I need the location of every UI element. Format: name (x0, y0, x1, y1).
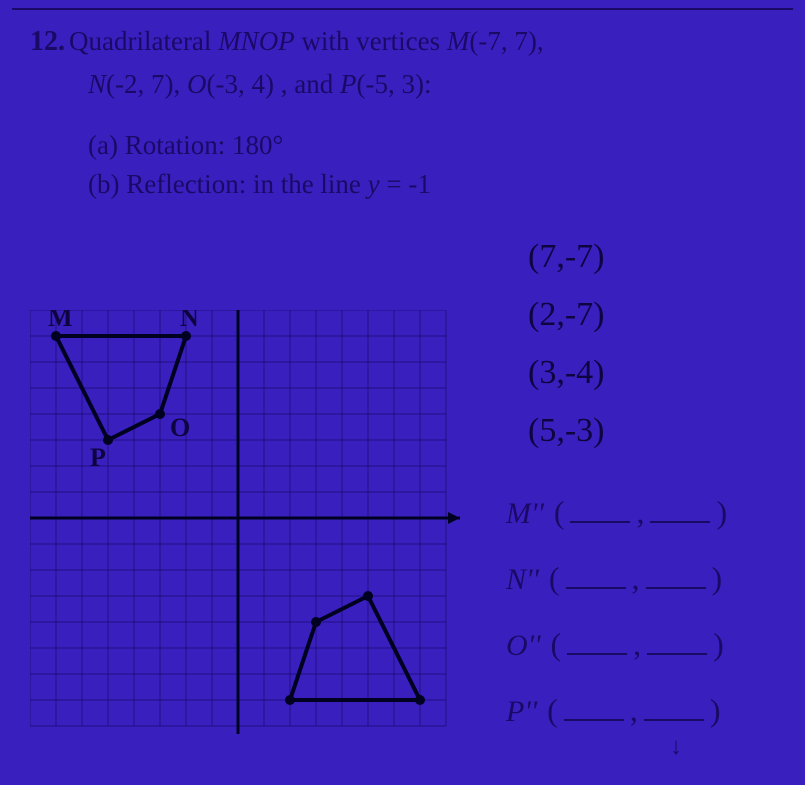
vertex-o-coords: (-3, 4) , and (207, 69, 340, 99)
problem-line2: N(-2, 7), O(-3, 4) , and P(-5, 3): (88, 65, 785, 104)
blank-o-x (567, 633, 627, 655)
part-b-y: y (368, 169, 380, 199)
vertex-o-label: O (187, 69, 207, 99)
answer-row-p: P'' ( , ) (506, 692, 720, 729)
blank-p-x (564, 699, 624, 721)
handwritten-answer-4: (5,-3) (528, 412, 604, 450)
arrow-down-icon: ↓ (670, 734, 682, 761)
svg-text:N: N (180, 310, 199, 332)
paren-open: ( (549, 560, 560, 597)
paren-open: ( (554, 494, 565, 531)
part-b: (b) Reflection: in the line y = -1 (88, 165, 785, 204)
blank-m-x (570, 501, 630, 523)
handwritten-answer-3: (3,-4) (528, 354, 604, 392)
vertex-n-coords: (-2, 7), (106, 69, 187, 99)
blank-o-y (647, 633, 707, 655)
blank-n-y (646, 567, 706, 589)
paren-close: ) (716, 494, 727, 531)
answer-label-o: O'' (506, 629, 541, 663)
sub-parts: (a) Rotation: 180° (b) Reflection: in th… (88, 126, 785, 204)
vertex-m-label: M (447, 26, 470, 56)
vertex-m-coords: (-7, 7), (469, 26, 543, 56)
answer-row-m: M'' ( , ) (506, 494, 727, 531)
blank-p-y (644, 699, 704, 721)
paren-open: ( (547, 692, 558, 729)
axes (30, 310, 460, 734)
problem-text-1a: Quadrilateral (69, 26, 218, 56)
comma: , (630, 692, 638, 729)
problem-line1: 12. Quadrilateral MNOP with vertices M(-… (30, 22, 785, 61)
coordinate-grid: M N O P (30, 310, 460, 740)
handwritten-answer-2: (2,-7) (528, 296, 604, 334)
problem-text-1b: with vertices (295, 26, 447, 56)
problem-number: 12. (30, 26, 65, 57)
answer-label-m: M'' (506, 497, 544, 531)
vertex-p-label: P (340, 69, 357, 99)
part-b-eq: = -1 (380, 169, 431, 199)
page-top-rule (12, 8, 793, 10)
blank-n-x (566, 567, 626, 589)
vertex-n-label: N (88, 69, 106, 99)
part-b-text: (b) Reflection: in the line (88, 169, 368, 199)
vertex-p-coords: (-5, 3): (356, 69, 431, 99)
paren-close: ) (710, 692, 721, 729)
paren-open: ( (551, 626, 562, 663)
answer-row-n: N'' ( , ) (506, 560, 722, 597)
comma: , (636, 494, 644, 531)
problem-text-mnop: MNOP (218, 26, 295, 56)
handwritten-answer-1: (7,-7) (528, 238, 604, 276)
svg-text:M: M (48, 310, 73, 332)
paren-close: ) (713, 626, 724, 663)
answer-label-n: N'' (506, 563, 539, 597)
svg-text:P: P (90, 443, 106, 472)
comma: , (633, 626, 641, 663)
answer-label-p: P'' (506, 695, 537, 729)
blank-m-y (650, 501, 710, 523)
part-a: (a) Rotation: 180° (88, 126, 785, 165)
comma: , (632, 560, 640, 597)
answer-row-o: O'' ( , ) (506, 626, 724, 663)
problem-block: 12. Quadrilateral MNOP with vertices M(-… (30, 22, 785, 205)
paren-close: ) (712, 560, 723, 597)
svg-text:O: O (170, 413, 190, 442)
